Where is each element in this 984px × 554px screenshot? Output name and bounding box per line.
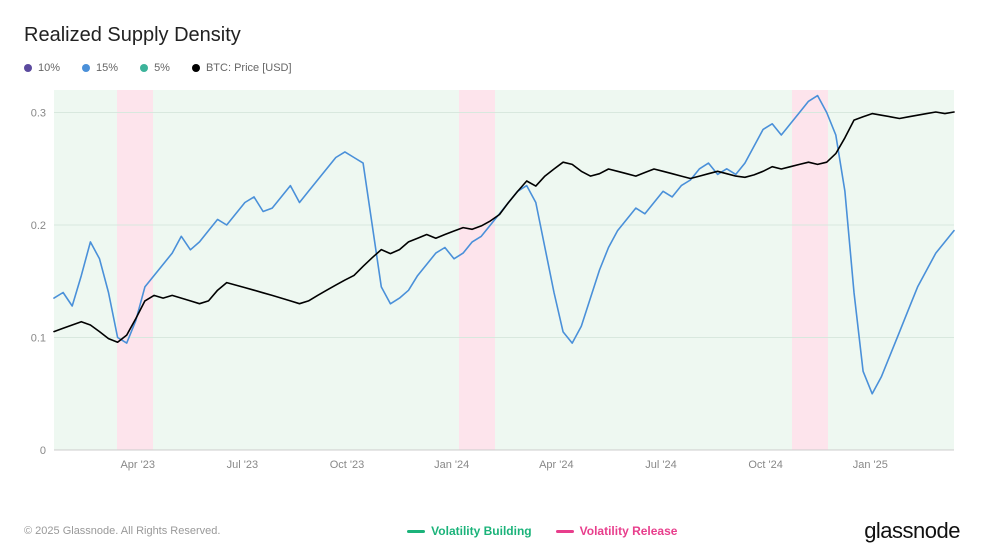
svg-text:Oct '24: Oct '24: [748, 459, 783, 471]
svg-text:Jan '25: Jan '25: [853, 459, 888, 471]
svg-text:Oct '23: Oct '23: [330, 459, 365, 471]
svg-text:0.3: 0.3: [31, 108, 46, 120]
bottom-legend: Volatility Building Volatility Release: [407, 524, 677, 538]
bottom-legend-building-label: Volatility Building: [431, 524, 531, 538]
footer: © 2025 Glassnode. All Rights Reserved. V…: [0, 518, 984, 544]
svg-text:Apr '23: Apr '23: [120, 459, 155, 471]
bottom-legend-release-label: Volatility Release: [580, 524, 678, 538]
legend-dot-5pct: [140, 64, 148, 72]
swatch-release: [556, 530, 574, 533]
legend-dot-10pct: [24, 64, 32, 72]
glassnode-logo: glassnode: [864, 518, 960, 544]
legend-label-15pct: 15%: [96, 62, 118, 74]
chart-title: Realized Supply Density: [24, 24, 241, 47]
svg-text:0.1: 0.1: [31, 333, 46, 345]
swatch-building: [407, 530, 425, 533]
bottom-legend-release: Volatility Release: [556, 524, 678, 538]
chart-area: 00.10.20.3$10k$40k$80kApr '23Jul '23Oct …: [24, 90, 960, 490]
bottom-legend-building: Volatility Building: [407, 524, 531, 538]
legend-label-5pct: 5%: [154, 62, 170, 74]
svg-text:Jul '23: Jul '23: [227, 459, 258, 471]
legend-item-10pct: 10%: [24, 62, 60, 74]
legend-item-15pct: 15%: [82, 62, 118, 74]
copyright-text: © 2025 Glassnode. All Rights Reserved.: [24, 525, 220, 537]
legend-dot-15pct: [82, 64, 90, 72]
legend-label-10pct: 10%: [38, 62, 60, 74]
svg-text:0: 0: [40, 445, 46, 457]
svg-text:Jan '24: Jan '24: [434, 459, 469, 471]
legend-item-5pct: 5%: [140, 62, 170, 74]
legend-item-btc: BTC: Price [USD]: [192, 62, 292, 74]
svg-text:Jul '24: Jul '24: [645, 459, 676, 471]
chart-svg: 00.10.20.3$10k$40k$80kApr '23Jul '23Oct …: [24, 90, 960, 490]
svg-text:0.2: 0.2: [31, 220, 46, 232]
legend-dot-btc: [192, 64, 200, 72]
legend-label-btc: BTC: Price [USD]: [206, 62, 292, 74]
svg-text:Apr '24: Apr '24: [539, 459, 574, 471]
legend-top: 10% 15% 5% BTC: Price [USD]: [24, 62, 292, 74]
